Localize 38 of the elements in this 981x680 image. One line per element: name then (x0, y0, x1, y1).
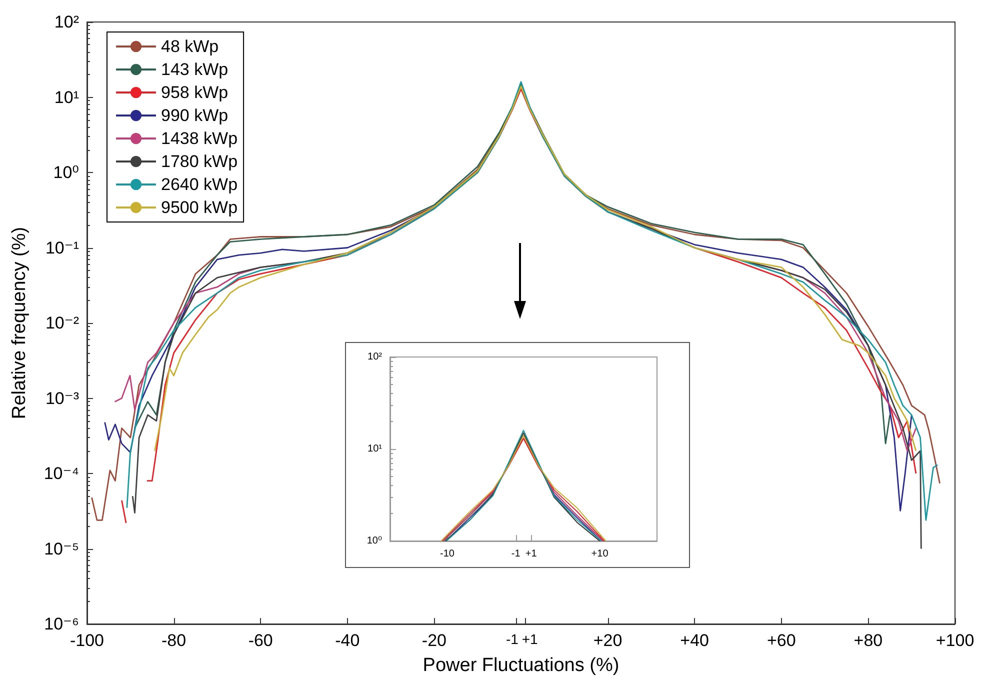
x-tick-label: +1 (525, 548, 538, 560)
x-axis-title: Power Fluctuations (%) (422, 655, 620, 676)
x-tick-label: +40 (680, 631, 710, 650)
y-tick-label: 10⁻¹ (45, 238, 80, 258)
y-axis-title: Relative frequency (%) (9, 226, 30, 420)
x-tick-label: -100 (70, 631, 104, 650)
legend-label: 958 kWp (161, 83, 228, 102)
x-tick-label: -1 (511, 548, 521, 560)
legend-label: 143 kWp (161, 60, 228, 79)
legend-label: 1780 kWp (161, 152, 238, 171)
y-tick-label: 10¹ (54, 88, 80, 107)
x-tick-label: +20 (593, 631, 622, 650)
y-tick-label: 10⁻⁵ (44, 539, 79, 558)
y-tick-label: 10⁻⁴ (44, 464, 79, 483)
x-tick-label: +100 (936, 631, 974, 650)
x-tick-label: -10 (440, 548, 455, 560)
y-tick-label: 10¹ (368, 444, 383, 454)
x-tick-label: -60 (248, 631, 273, 650)
y-tick-label: 10⁻² (45, 314, 80, 332)
x-tick-label: -1 (506, 631, 519, 647)
legend-label: 1438 kWp (161, 129, 238, 148)
y-tick-label: 10⁻⁶ (44, 614, 79, 634)
x-tick-label: -20 (422, 631, 446, 650)
legend-label: 2640 kWp (161, 175, 238, 194)
legend-label: 990 kWp (161, 106, 228, 125)
y-tick-label: 10² (54, 12, 80, 32)
x-tick-label: +10 (591, 548, 609, 560)
legend-label: 48 kWp (161, 37, 219, 56)
y-tick-label: 10⁰ (53, 163, 80, 182)
x-tick-label: -40 (335, 631, 360, 650)
x-tick-label: +1 (522, 631, 538, 647)
x-tick-label: +60 (766, 631, 796, 650)
legend-label: 9500 kWp (161, 198, 238, 217)
y-tick-label: 10² (368, 352, 383, 362)
y-tick-label: 10⁻³ (45, 388, 80, 408)
x-tick-label: -80 (162, 631, 186, 650)
y-tick-label: 10⁰ (366, 536, 382, 546)
x-tick-label: +80 (854, 631, 883, 650)
